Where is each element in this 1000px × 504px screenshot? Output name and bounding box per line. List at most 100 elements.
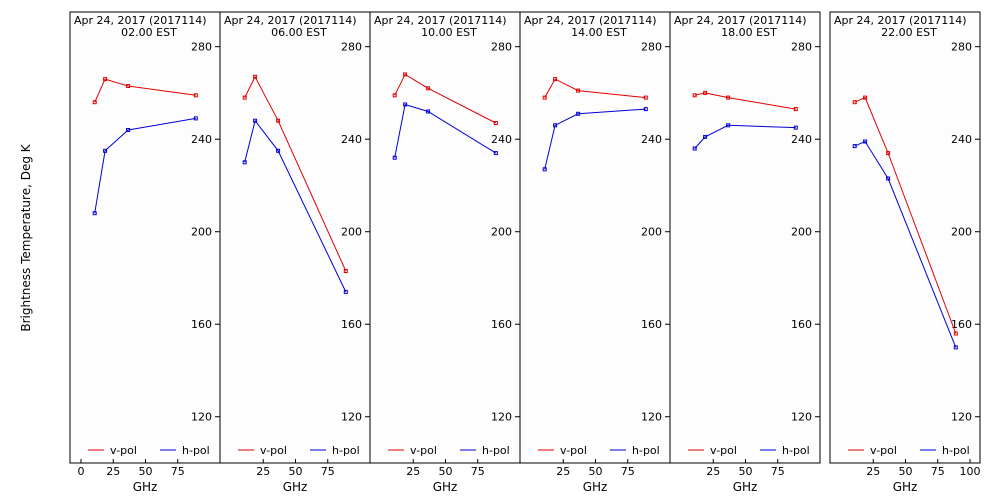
legend-label-h-pol: h-pol (182, 444, 210, 457)
data-point-h-pol (276, 148, 281, 153)
legend-label-v-pol: v-pol (410, 444, 437, 457)
panel-subtitle: 22.00 EST (881, 26, 937, 39)
data-point-h-pol (553, 123, 558, 128)
data-point-h-pol (576, 111, 581, 116)
panel-5: Apr 24, 2017 (2017114)18.00 EST 120 160 200… (669, 11, 821, 494)
panel-frame (669, 11, 821, 464)
y-tick-label: 200 (641, 226, 662, 239)
data-point-v-pol (692, 93, 697, 98)
data-point-v-pol (542, 95, 547, 100)
x-tick-label: 50 (739, 465, 753, 478)
x-tick-label: 50 (439, 465, 453, 478)
series-line-h-pol (394, 103, 497, 158)
x-tick-label: 25 (256, 465, 270, 478)
series-line-h-pol (854, 140, 957, 348)
data-point-v-pol (392, 93, 397, 98)
x-tick-label: 25 (706, 465, 720, 478)
data-point-v-pol (493, 121, 498, 125)
y-tick-label: 280 (791, 41, 812, 54)
data-point-h-pol (493, 151, 498, 156)
data-point-h-pol (886, 176, 891, 181)
series-line-v-pol (544, 78, 646, 99)
y-tick-label: 240 (641, 133, 662, 146)
data-point-v-pol (193, 93, 198, 98)
data-point-h-pol (542, 167, 547, 172)
series-line-v-pol (694, 92, 796, 110)
panel-subtitle: 14.00 EST (571, 26, 627, 39)
y-tick-label: 160 (191, 318, 212, 331)
data-point-h-pol (692, 146, 697, 151)
data-point-h-pol (863, 139, 868, 144)
series-line-v-pol (94, 78, 196, 103)
data-point-h-pol (193, 116, 198, 121)
x-tick-label: 25 (556, 465, 570, 478)
x-tick-label: 75 (321, 465, 335, 478)
data-point-v-pol (103, 77, 108, 82)
panel-subtitle: 02.00 EST (121, 26, 177, 39)
x-tick-label: 50 (289, 465, 303, 478)
series-line-h-pol (94, 117, 196, 214)
panel-1: Apr 24, 2017 (2017114)02.00 EST 120 160 200… (69, 11, 221, 494)
y-tick-label: 200 (341, 226, 362, 239)
panel-title: Apr 24, 2017 (2017114) (74, 14, 207, 27)
panel-title: Apr 24, 2017 (2017114) (834, 14, 967, 27)
data-point-v-pol (343, 269, 348, 273)
series-line-h-pol (244, 119, 347, 293)
y-tick-label: 200 (191, 226, 212, 239)
x-tick-label: 50 (899, 465, 913, 478)
data-point-h-pol (726, 123, 731, 128)
series-line-h-pol (694, 124, 796, 149)
y-tick-label: 200 (791, 226, 812, 239)
legend-label-h-pol: h-pol (782, 444, 810, 457)
y-tick-label: 160 (491, 318, 512, 331)
data-point-h-pol (92, 211, 97, 216)
data-point-v-pol (92, 100, 97, 105)
data-point-v-pol (953, 331, 958, 336)
x-tick-label: 100 (960, 465, 981, 478)
data-point-h-pol (703, 134, 708, 139)
data-point-h-pol (643, 107, 648, 112)
x-tick-label: 25 (106, 465, 120, 478)
y-tick-label: 200 (951, 226, 972, 239)
series-line-v-pol (854, 96, 957, 334)
series-line-h-pol (544, 108, 646, 170)
y-tick-label: 120 (191, 411, 212, 424)
y-tick-label: 280 (951, 41, 972, 54)
x-axis-label: GHz (283, 480, 308, 494)
y-tick-label: 160 (341, 318, 362, 331)
legend-label-h-pol: h-pol (332, 444, 360, 457)
data-point-v-pol (703, 90, 708, 95)
x-tick-label: 75 (171, 465, 185, 478)
panel-title: Apr 24, 2017 (2017114) (374, 14, 507, 27)
data-point-h-pol (343, 289, 348, 294)
x-axis-label: GHz (133, 480, 158, 494)
data-point-h-pol (426, 109, 431, 114)
legend-label-v-pol: v-pol (870, 444, 897, 457)
x-tick-label: 50 (589, 465, 603, 478)
y-tick-label: 160 (951, 318, 972, 331)
panel-frame (369, 11, 521, 464)
data-point-v-pol (403, 72, 408, 77)
data-point-h-pol (403, 102, 408, 107)
series-line-v-pol (244, 75, 347, 272)
data-point-v-pol (793, 107, 798, 112)
x-tick-label: 0 (78, 465, 85, 478)
x-tick-label: 50 (139, 465, 153, 478)
x-tick-label: 75 (931, 465, 945, 478)
y-tick-label: 120 (791, 411, 812, 424)
panel-6: Apr 24, 2017 (2017114)22.00 EST 120 160 200… (829, 11, 981, 494)
panel-subtitle: 06.00 EST (271, 26, 327, 39)
y-tick-label: 280 (191, 41, 212, 54)
data-point-h-pol (793, 125, 798, 130)
legend-label-h-pol: h-pol (482, 444, 510, 457)
y-tick-label: 240 (951, 133, 972, 146)
y-tick-label: 200 (491, 226, 512, 239)
data-point-h-pol (103, 148, 108, 153)
data-point-v-pol (126, 84, 131, 88)
panel-title: Apr 24, 2017 (2017114) (224, 14, 357, 27)
panel-3: Apr 24, 2017 (2017114)10.00 EST 120 160 200… (369, 11, 521, 494)
y-tick-label: 240 (491, 133, 512, 146)
panel-frame (519, 11, 671, 464)
